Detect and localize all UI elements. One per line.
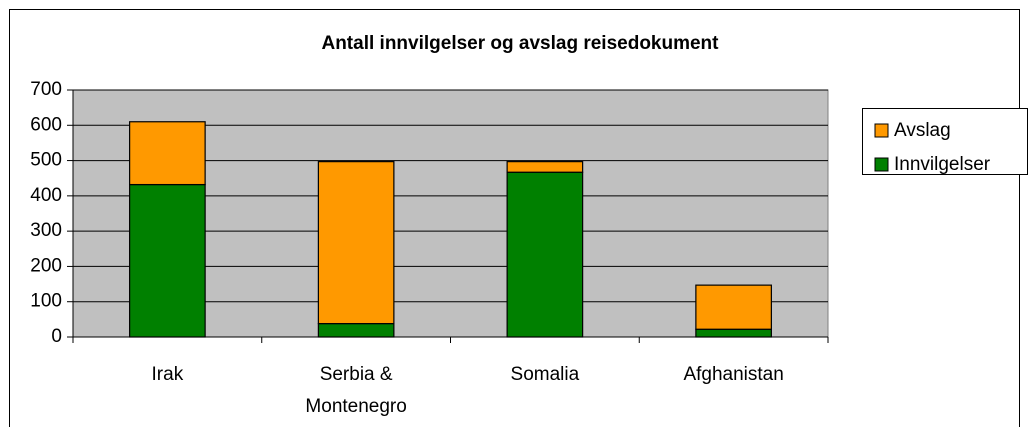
y-tick-label: 300	[30, 220, 62, 241]
y-tick-label: 600	[30, 114, 62, 135]
legend-swatch	[874, 157, 889, 172]
y-tick-label: 200	[30, 255, 62, 276]
chart-title: Antall innvilgelser og avslag reisedokum…	[321, 33, 719, 54]
legend-label: Innvilgelser	[894, 154, 991, 175]
bar-segment	[129, 121, 206, 186]
y-tick-label: 500	[30, 150, 62, 171]
bar-segment	[506, 161, 584, 173]
legend-label: Avslag	[894, 120, 951, 141]
legend-box	[862, 108, 1028, 175]
bar-segment	[506, 171, 584, 338]
bar-segment	[129, 183, 206, 338]
legend-swatch	[874, 123, 889, 138]
y-tick-label: 700	[30, 79, 62, 100]
x-tick-label: Afghanistan	[683, 364, 783, 385]
bar-segment	[317, 161, 395, 325]
bar-segment	[695, 284, 772, 330]
x-tick-label: Irak	[152, 364, 184, 385]
y-tick-label: 400	[30, 185, 62, 206]
bar-segment	[317, 322, 395, 338]
bar-segment	[695, 328, 772, 338]
x-tick-label: Somalia	[511, 364, 580, 385]
x-tick-label: Serbia & Montenegro	[305, 364, 406, 417]
y-tick-label: 0	[51, 326, 62, 347]
y-tick-label: 100	[30, 291, 62, 312]
